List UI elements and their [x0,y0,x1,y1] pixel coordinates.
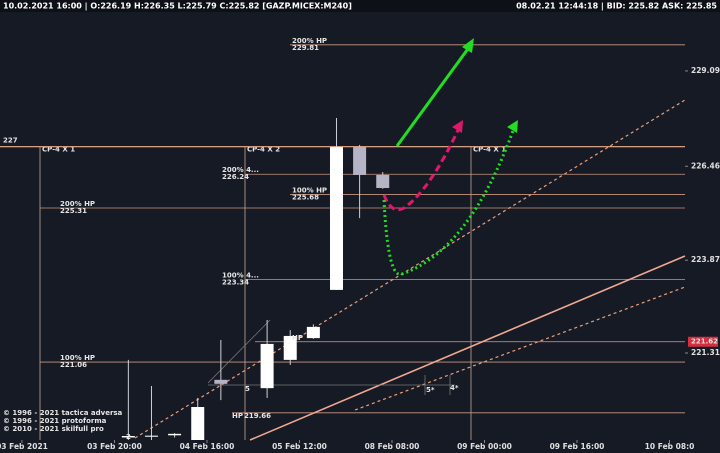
marker-label: CP-4 X 2 [247,146,280,154]
level-value: 225.31 [60,207,87,215]
marker-label: CP-4 X 1 [42,146,75,154]
level-value: 229.81 [292,44,319,52]
level-label: 200% HP [292,37,327,45]
candle-body [121,436,135,438]
x-tick-label: 10 Feb 08:0 [645,442,695,451]
candle-body [376,174,390,189]
candle-body [191,407,205,440]
header-left: 10.02.2021 16:00 | O:226.19 H:226.35 L:2… [3,2,352,11]
last-price-label: 221.62 [691,338,718,346]
arrow-up [395,45,472,147]
footer-text: © 1996 - 2021 protoforma [3,417,107,425]
trend-line [249,255,686,441]
y-tick-label: 221.31 [691,348,720,357]
annotation: 5 [245,385,250,393]
annotation: 4* [450,384,459,392]
level-label: 100% HP [292,187,327,195]
level-value: 225.68 [292,194,319,202]
footer-text: © 1996 - 2021 tactica adversa [3,409,123,417]
header-bar [0,0,720,12]
candle-body [260,343,274,389]
annotation: HP [292,334,303,342]
candle-body [283,335,297,360]
trend-line [354,286,686,411]
candle-body [329,147,343,290]
arrow-head [452,120,463,133]
marker-label: CP-4 X 1 [473,146,506,154]
footer-text: © 2010 - 2021 skilfull pro [3,425,104,433]
level-label: 200% 4... [222,166,259,174]
candle-body [353,147,367,175]
level-value: 221.06 [60,361,87,369]
annotation: 2 [126,433,131,441]
level-label: 100% HP [60,354,95,362]
x-tick-label: 04 Feb 16:00 [180,442,235,451]
y-tick-label: 223.87 [691,255,720,264]
last-price-box [688,336,718,347]
candle-body [214,379,228,384]
arrow-path [382,127,461,212]
level-value: 219.66 [244,412,271,420]
annotation: 5* [426,386,435,394]
level-label: HP [232,412,243,420]
y-tick-label: 229.09 [691,66,720,75]
y-tick-label: 226.46 [691,161,720,170]
x-tick-label: 09 Feb 16:00 [550,442,605,451]
candle-body [144,435,158,437]
x-tick-label: 03 Feb 20:00 [87,442,142,451]
x-tick-label: 09 Feb 00:00 [457,442,512,451]
arrow-path [382,127,516,276]
x-tick-label: 03 Feb 2021 [0,442,48,451]
level-label: 200% HP [60,200,95,208]
level-value: 227 [3,137,18,145]
arrow-head [507,120,518,133]
candle-body [306,326,320,339]
level-value: 223.34 [222,278,249,286]
x-tick-label: 08 Feb 08:00 [365,442,420,451]
x-tick-label: 05 Feb 12:00 [272,442,327,451]
guide-line [207,319,271,384]
candle-body [168,433,182,436]
arrow-head [462,38,474,53]
level-value: 226.24 [222,173,249,181]
drawings [134,38,686,441]
level-label: 100% 4... [222,271,259,279]
header-right: 08.02.21 12:44:18 | BID: 225.82 ASK: 225… [516,2,717,11]
